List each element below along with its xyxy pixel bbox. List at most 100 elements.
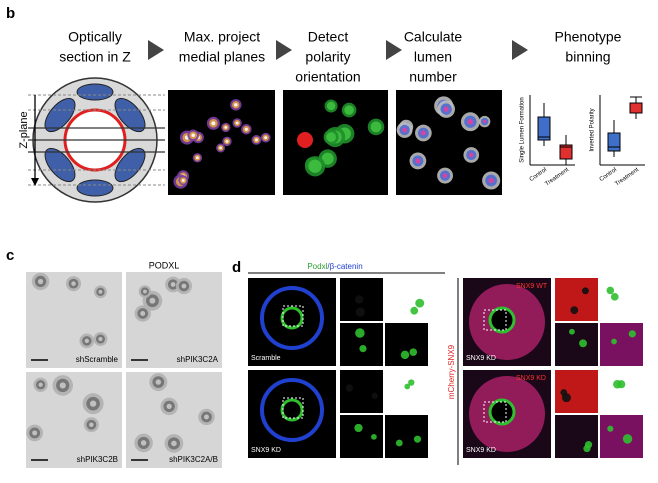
cell	[581, 287, 589, 295]
cell	[326, 132, 336, 142]
cell	[140, 311, 146, 316]
cell	[584, 441, 593, 449]
cell	[442, 173, 448, 179]
cell	[89, 400, 97, 407]
lumen	[280, 398, 304, 422]
cell	[443, 106, 449, 112]
step-title: polarity	[305, 49, 350, 65]
cell	[467, 118, 474, 125]
cell	[415, 158, 421, 164]
cell	[395, 439, 403, 447]
roi	[282, 397, 304, 419]
cell	[211, 121, 216, 126]
step-title: binning	[565, 49, 610, 65]
cell	[308, 159, 322, 173]
cell	[570, 306, 579, 315]
cell	[482, 119, 487, 124]
step-title: orientation	[295, 69, 360, 85]
cell	[409, 348, 418, 356]
cell	[611, 338, 617, 345]
plot-ylabel: Single Lumen Formation	[520, 97, 526, 162]
cell	[140, 440, 147, 446]
panel-label: b	[6, 5, 15, 22]
stain-blue: /β-catenin	[327, 262, 362, 271]
cell	[359, 345, 367, 353]
cell	[37, 278, 44, 285]
lumen	[488, 306, 516, 334]
cell	[371, 434, 377, 440]
roi	[483, 401, 507, 423]
micrograph	[600, 370, 643, 413]
panel-title: PODXL	[149, 260, 180, 270]
micrograph	[385, 370, 428, 413]
image-label: shPIK3C2A	[177, 355, 219, 364]
cell	[579, 339, 587, 348]
panel-label: c	[6, 247, 14, 264]
step-title: Optically	[68, 29, 122, 45]
step-title: number	[409, 69, 457, 85]
cell	[195, 156, 199, 160]
stain-green: Podxl	[307, 262, 327, 271]
z-schematic	[28, 77, 165, 203]
cell	[297, 132, 313, 148]
overlay-label: SNX9 KD	[516, 375, 546, 382]
cell	[32, 430, 38, 436]
cell	[89, 422, 94, 427]
cell	[191, 133, 195, 138]
cell	[84, 338, 90, 344]
box	[537, 116, 551, 141]
cell	[420, 130, 426, 136]
cell	[321, 152, 334, 165]
micrograph	[600, 278, 643, 321]
cell	[143, 289, 147, 294]
cell	[181, 178, 185, 182]
cell	[234, 103, 238, 107]
micrograph	[555, 323, 598, 366]
cell	[166, 403, 172, 410]
cell	[488, 177, 494, 184]
cell	[155, 379, 162, 385]
cell	[170, 282, 176, 287]
micrograph	[340, 370, 383, 413]
cell	[326, 101, 336, 111]
image-label: SNX9 KD	[466, 355, 496, 362]
micrograph	[600, 323, 643, 366]
cell	[344, 105, 354, 115]
cell	[628, 330, 636, 338]
cell	[404, 383, 411, 390]
micrograph	[385, 415, 428, 458]
organoid	[260, 378, 324, 442]
cell	[355, 295, 364, 304]
group-label: Treatment	[614, 167, 640, 188]
lumen	[488, 398, 516, 426]
cell	[355, 307, 365, 317]
cell	[219, 146, 222, 150]
micrograph	[555, 415, 598, 458]
step-title: section in Z	[59, 49, 131, 65]
cell	[355, 328, 365, 338]
cell	[610, 293, 619, 301]
stain-title: Podxl/β-catenin	[307, 262, 362, 271]
micrograph	[555, 278, 598, 321]
cell	[606, 286, 615, 295]
image-label: SNX9 KD	[466, 447, 496, 454]
lumen	[280, 306, 304, 330]
cell	[371, 392, 378, 399]
cell	[410, 306, 419, 315]
side-label: mCherry-SNX9	[447, 344, 456, 399]
group-label: Treatment	[544, 167, 570, 188]
cell	[370, 121, 382, 133]
cell	[224, 126, 228, 129]
image-label: SNX9 KD	[251, 447, 281, 454]
image-label: shPIK3C2B	[77, 455, 118, 464]
cell	[235, 121, 239, 125]
cell	[345, 384, 354, 392]
cell	[98, 289, 103, 294]
micrograph	[600, 415, 643, 458]
cell	[171, 440, 177, 447]
image-label: Scramble	[251, 355, 281, 362]
cell	[413, 435, 422, 443]
overlay-label: SNX9 WT	[516, 283, 548, 290]
